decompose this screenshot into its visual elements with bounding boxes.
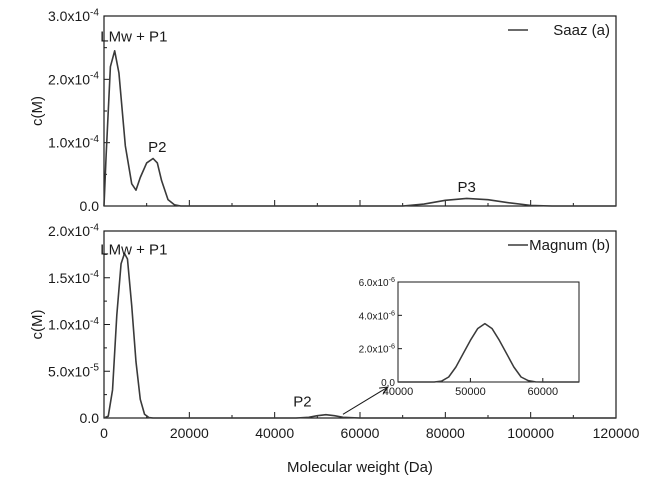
panel-b: 0.0 5.0x10-5 1.0x10-4 1.5x10-4 2.0x10-4 0 2000…: [29, 222, 640, 476]
x-axis-label: Molecular weight (Da): [287, 459, 433, 476]
y-tick-label: 0.0: [80, 410, 100, 426]
inset-y-tick-label: 6.0x10-6: [359, 275, 395, 289]
y-tick-label: 1.0x10-4: [48, 316, 99, 333]
legend: Magnum (b): [508, 237, 610, 254]
x-tick-label: 60000: [341, 425, 380, 441]
peak-annotation: P3: [457, 179, 475, 196]
inset-series-line: [398, 322, 579, 383]
x-tick-label: 20000: [170, 425, 209, 441]
x-tick-label: 0: [100, 425, 108, 441]
peak-annotation: P2: [293, 393, 311, 410]
inset-x-tick-label: 40000: [383, 386, 414, 398]
y-tick-label: 1.0x10-4: [48, 134, 99, 151]
y-tick-label: 1.5x10-4: [48, 269, 99, 286]
legend-label: Magnum (b): [529, 237, 610, 254]
y-tick-label: 2.0x10-4: [48, 222, 99, 239]
y-axis-label: c(M): [29, 96, 46, 126]
x-tick-label: 80000: [426, 425, 465, 441]
peak-annotation: P2: [148, 139, 166, 156]
inset-y-tick-label: 4.0x10-6: [359, 308, 395, 322]
series-line: [103, 50, 616, 207]
peak-annotation: LMw + P1: [100, 28, 167, 45]
inset-x-tick-label: 60000: [528, 386, 559, 398]
x-tick-label: 120000: [593, 425, 640, 441]
inset-x-tick-label: 50000: [455, 386, 486, 398]
peak-annotation: LMw + P1: [100, 241, 167, 258]
plot-frame: [103, 15, 617, 207]
panel-a: 0.0 1.0x10-4 2.0x10-4 3.0x10-4 Saaz (a) LMw +…: [29, 7, 617, 214]
legend-label: Saaz (a): [553, 22, 610, 39]
legend: Saaz (a): [508, 22, 610, 39]
inset-pointer-arrowhead: [379, 386, 390, 395]
inset-y-tick-label: 0.0: [381, 378, 395, 389]
y-axis-label: c(M): [29, 310, 46, 340]
x-tick-label: 40000: [255, 425, 294, 441]
inset-pointer-arrow: [342, 386, 389, 415]
y-tick-label: 5.0x10-5: [48, 363, 99, 380]
inset-plot: 0.0 2.0x10-6 4.0x10-6 6.0x10-6 40000 50000 600…: [359, 275, 580, 398]
y-tick-label: 3.0x10-4: [48, 7, 99, 24]
series-line: [103, 252, 616, 419]
inset-frame: [397, 281, 580, 383]
y-tick-label: 0.0: [80, 198, 100, 214]
inset-y-tick-label: 2.0x10-6: [359, 342, 395, 356]
x-tick-label: 100000: [507, 425, 554, 441]
y-tick-label: 2.0x10-4: [48, 71, 99, 88]
